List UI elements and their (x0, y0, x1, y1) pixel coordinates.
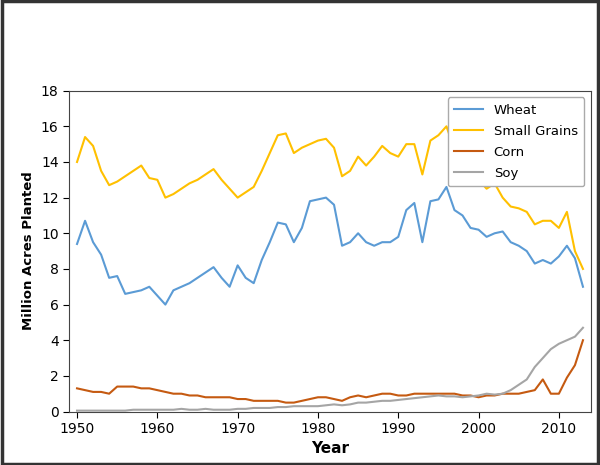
Soy (395, 397, 402, 403)
Soy (73, 408, 80, 413)
Small Grains (395, 154, 402, 159)
Corn (331, 396, 338, 402)
Corn (290, 400, 298, 405)
Corn (580, 338, 587, 343)
Small Grains (73, 159, 80, 165)
Line: Wheat: Wheat (77, 187, 583, 305)
Wheat (73, 241, 80, 247)
Corn (403, 392, 410, 398)
Small Grains (355, 154, 362, 159)
Soy (322, 403, 329, 408)
X-axis label: Year: Year (311, 441, 349, 457)
Corn (411, 391, 418, 397)
Wheat (162, 302, 169, 307)
Corn (362, 394, 370, 400)
Soy (580, 325, 587, 331)
Text: Historical Plantings of Corn, Soybeans, Wheat,: Historical Plantings of Corn, Soybeans, … (53, 16, 547, 35)
Line: Small Grains: Small Grains (77, 126, 583, 269)
Y-axis label: Million Acres Planted: Million Acres Planted (22, 172, 35, 331)
Corn (137, 385, 145, 391)
Soy (137, 407, 145, 412)
Soy (282, 404, 289, 410)
Legend: Wheat, Small Grains, Corn, Soy: Wheat, Small Grains, Corn, Soy (448, 97, 584, 186)
Small Grains (137, 163, 145, 168)
Corn (73, 385, 80, 391)
Wheat (290, 239, 298, 245)
Small Grains (580, 266, 587, 272)
Wheat (362, 239, 370, 245)
Small Grains (443, 124, 450, 129)
Line: Corn: Corn (77, 340, 583, 403)
Text: and Small Grains in North Dakota, 1950 to 2013: and Small Grains in North Dakota, 1950 t… (47, 58, 553, 77)
Wheat (411, 200, 418, 206)
Soy (355, 400, 362, 405)
Wheat (443, 184, 450, 190)
Wheat (331, 202, 338, 207)
Small Grains (403, 141, 410, 147)
Line: Soy: Soy (77, 328, 583, 411)
Wheat (137, 287, 145, 293)
Small Grains (322, 136, 329, 142)
Wheat (580, 284, 587, 290)
Wheat (403, 207, 410, 213)
Small Grains (282, 131, 289, 136)
Corn (282, 400, 289, 405)
Soy (403, 396, 410, 402)
